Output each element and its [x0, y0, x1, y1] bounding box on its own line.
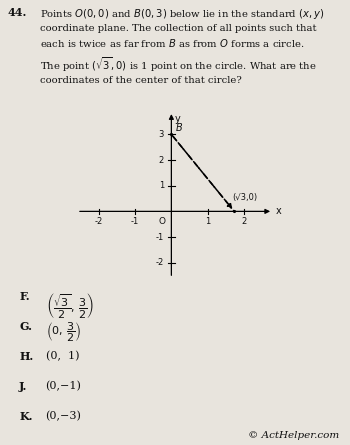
Text: 44.: 44. [7, 7, 26, 18]
Text: B: B [176, 123, 182, 133]
Text: K.: K. [19, 411, 33, 422]
Text: O: O [159, 217, 166, 226]
Text: -2: -2 [94, 217, 103, 226]
Text: -1: -1 [156, 233, 164, 242]
Text: y: y [175, 114, 181, 124]
Text: 2: 2 [241, 217, 247, 226]
Text: H.: H. [19, 351, 34, 362]
Text: $\left(0,\,\dfrac{3}{2}\right)$: $\left(0,\,\dfrac{3}{2}\right)$ [46, 320, 81, 344]
Text: (0,  1): (0, 1) [46, 351, 79, 361]
Text: (√3,0): (√3,0) [232, 194, 258, 202]
Text: 1: 1 [205, 217, 210, 226]
Text: © ActHelper.com: © ActHelper.com [248, 431, 340, 440]
Text: -1: -1 [131, 217, 139, 226]
Text: G.: G. [19, 321, 32, 332]
Text: 1: 1 [159, 181, 164, 190]
Text: (0,−1): (0,−1) [46, 381, 81, 391]
Text: F.: F. [19, 291, 30, 303]
Text: x: x [276, 206, 282, 216]
Text: $\left(\dfrac{\sqrt{3}}{2},\,\dfrac{3}{2}\right)$: $\left(\dfrac{\sqrt{3}}{2},\,\dfrac{3}{2… [46, 291, 93, 320]
Text: 3: 3 [159, 130, 164, 139]
Text: Points $\mathit{O}(0,0)$ and $\mathit{B}(0,3)$ below lie in the standard $(\math: Points $\mathit{O}(0,0)$ and $\mathit{B}… [40, 7, 325, 85]
Text: 2: 2 [159, 156, 164, 165]
Text: (0,−3): (0,−3) [46, 411, 81, 421]
Text: J.: J. [19, 381, 28, 392]
Text: -2: -2 [156, 258, 164, 267]
